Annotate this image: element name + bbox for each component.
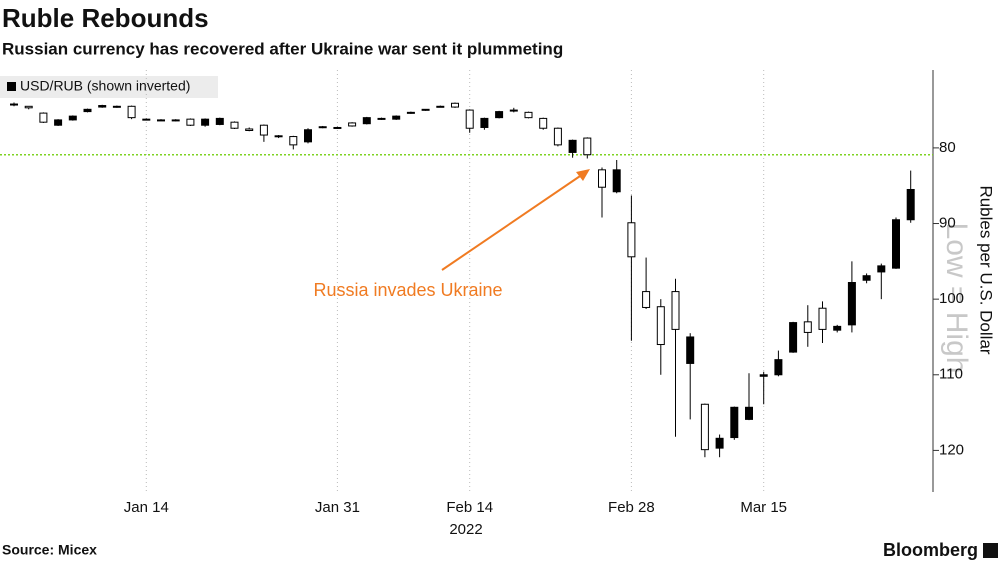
chart-subtitle: Russian currency has recovered after Ukr… (2, 39, 563, 58)
y-axis-label: Rubles per U.S. Dollar (977, 185, 996, 354)
candle-body (274, 135, 283, 138)
candle-body (171, 119, 180, 122)
watermark: Low = High (940, 223, 973, 374)
candle-body (83, 108, 92, 113)
x-tick-label: Feb 14 (446, 499, 493, 516)
candle-body (524, 111, 533, 119)
candle-body (392, 115, 401, 120)
candle-body (700, 403, 709, 451)
candle-body (892, 219, 900, 269)
candle-body (686, 336, 695, 364)
candle-body (377, 117, 386, 120)
candle-body (245, 128, 254, 132)
candle-body (98, 105, 107, 108)
candle-body (362, 117, 371, 125)
candle-body (612, 169, 621, 193)
candle-body (142, 118, 151, 121)
candle-body (318, 126, 327, 129)
candle-body (436, 105, 445, 108)
candle-body (186, 118, 195, 126)
candle-body (715, 437, 724, 449)
candle-body (730, 406, 739, 439)
candle-body (627, 222, 636, 258)
candle-body (789, 322, 798, 353)
candle-body (818, 307, 827, 330)
candle-body (847, 282, 856, 326)
x-tick-label: Feb 28 (608, 499, 655, 516)
brand: Bloomberg (883, 540, 978, 560)
candle-body (39, 112, 48, 123)
candle-body (774, 359, 783, 376)
candle-body (583, 137, 592, 156)
candle-body (553, 127, 562, 146)
annotation: Russia invades Ukraine (313, 280, 502, 300)
candle-body (833, 325, 842, 331)
x-tick-label: Jan 14 (124, 499, 169, 516)
annotation-arrow (441, 171, 587, 271)
candle-body (745, 406, 753, 420)
candle-body (289, 136, 298, 146)
year-label: 2022 (449, 521, 482, 538)
candle-body (759, 374, 768, 377)
candle-body (642, 291, 651, 308)
candle-body (230, 121, 239, 129)
candle-body (348, 122, 357, 127)
candle-body (671, 291, 680, 330)
candle-body (480, 117, 489, 128)
candle-body (421, 108, 430, 111)
candle-body (112, 105, 121, 108)
x-tick-label: Jan 31 (315, 499, 360, 516)
x-tick-label: Mar 15 (740, 499, 787, 516)
y-tick-label: 90 (939, 214, 956, 231)
y-tick-label: 100 (939, 290, 964, 307)
candle-body (259, 124, 268, 136)
candle-body (333, 126, 342, 129)
chart-title: Ruble Rebounds (2, 3, 209, 33)
legend-label: USD/RUB (shown inverted) (20, 78, 190, 94)
brand-icon (983, 543, 998, 558)
candle-body (157, 119, 165, 122)
candle-body (406, 111, 415, 114)
candle-body (539, 117, 548, 129)
legend-box (0, 76, 218, 98)
annotation-arrowhead (576, 169, 590, 181)
candle-body (906, 188, 915, 221)
candle-body (598, 169, 606, 188)
candle-body (304, 129, 312, 143)
y-tick-label: 120 (939, 441, 964, 458)
candle-body (862, 275, 871, 281)
candle-body (10, 103, 18, 106)
candle-body (495, 111, 504, 119)
candle-body (68, 115, 77, 121)
source: Source: Micex (2, 542, 97, 558)
y-tick-label: 80 (939, 139, 956, 156)
candle-body (24, 105, 33, 109)
candle-body (201, 118, 210, 126)
candle-body (509, 109, 518, 112)
candle-body (54, 119, 63, 126)
candle-body (451, 102, 459, 108)
candle-body (803, 321, 812, 333)
candle-body (465, 109, 474, 129)
y-tick-label: 110 (939, 366, 963, 383)
candle-body (656, 306, 665, 346)
candle-body (127, 105, 136, 119)
legend-swatch (7, 82, 16, 91)
candle-body (215, 117, 224, 125)
candle-body (877, 265, 886, 273)
candle-body (568, 139, 577, 153)
